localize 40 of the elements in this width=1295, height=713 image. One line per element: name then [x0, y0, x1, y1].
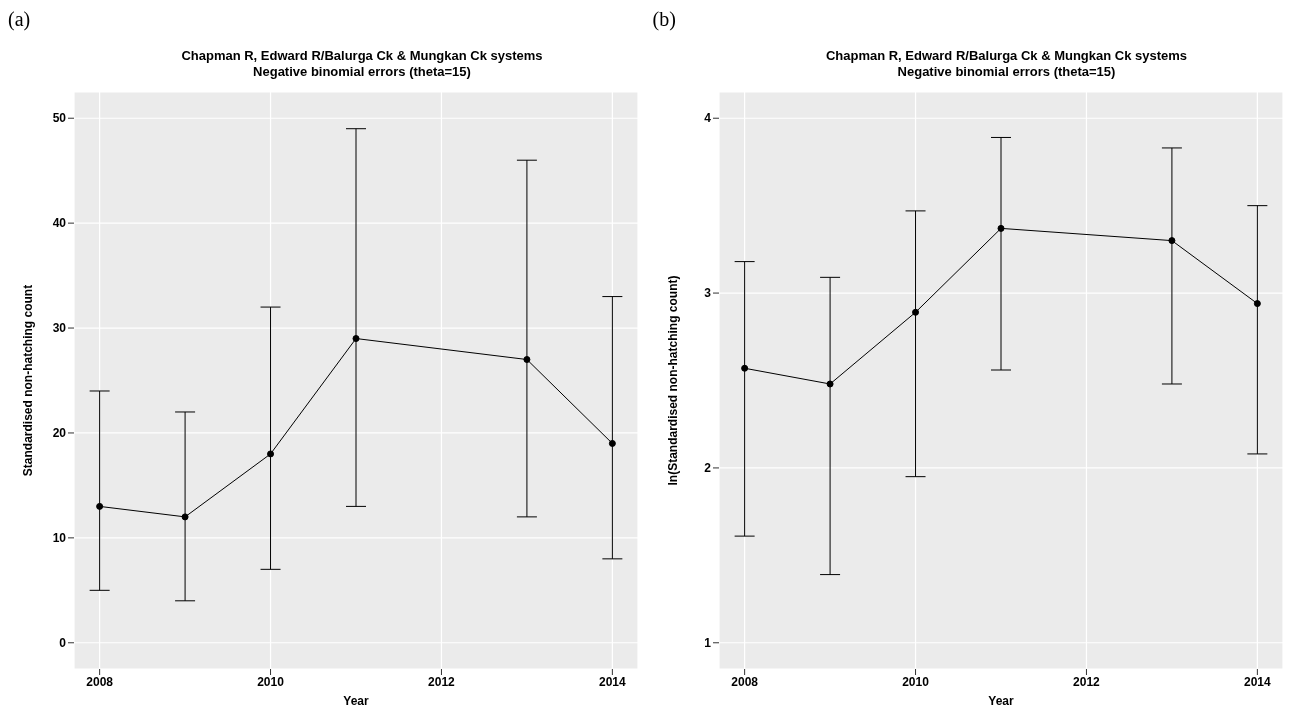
text: (b)	[652, 8, 676, 31]
y-tick-label: 50	[52, 111, 67, 126]
point	[1253, 300, 1261, 308]
y-tick-label: 1	[703, 636, 711, 651]
x-tick-label: 2008	[86, 674, 114, 689]
x-tick-label: 2014	[1243, 674, 1271, 689]
y-tick-label: 3	[703, 286, 711, 301]
x-tick-label: 2012	[1072, 674, 1100, 689]
y-tick-label: 2	[703, 461, 711, 476]
point	[96, 502, 104, 510]
y-tick-label: 30	[52, 321, 67, 336]
point	[826, 380, 834, 388]
x-tick-label: 2012	[428, 674, 456, 689]
y-axis-title: Standardised non-hatching count	[21, 284, 36, 477]
y-tick-label: 10	[52, 531, 67, 546]
x-tick-label: 2014	[599, 674, 627, 689]
point	[181, 513, 189, 521]
x-tick-label: 2010	[257, 674, 285, 689]
point	[523, 356, 531, 364]
point	[267, 450, 275, 458]
x-axis-title: Year	[987, 694, 1014, 708]
point	[997, 224, 1004, 232]
point	[608, 439, 616, 447]
y-tick-label: 40	[52, 216, 67, 231]
x-tick-label: 2010	[901, 674, 929, 689]
y-tick-label: 4	[703, 111, 711, 126]
y-tick-label: 20	[52, 426, 67, 441]
x-tick-label: 2008	[730, 674, 758, 689]
point	[1167, 237, 1175, 245]
point	[740, 364, 748, 372]
y-axis-title: ln(Standardised non-hatching count)	[665, 275, 680, 486]
point	[352, 335, 360, 343]
x-axis-title: Year	[343, 694, 370, 708]
y-tick-label: 0	[59, 636, 67, 651]
chart-subtitle: Negative binomial errors (theta=15)	[252, 64, 472, 80]
chart-title: Chapman R, Edward R/Balurga Ck & Mungkan Ck systems	[180, 48, 544, 64]
point	[911, 308, 919, 316]
chart-subtitle: Negative binomial errors (theta=15)	[896, 64, 1117, 80]
chart-title: Chapman R, Edward R/Balurga Ck & Mungkan Ck systems	[824, 48, 1189, 64]
text: (a)	[8, 8, 31, 31]
